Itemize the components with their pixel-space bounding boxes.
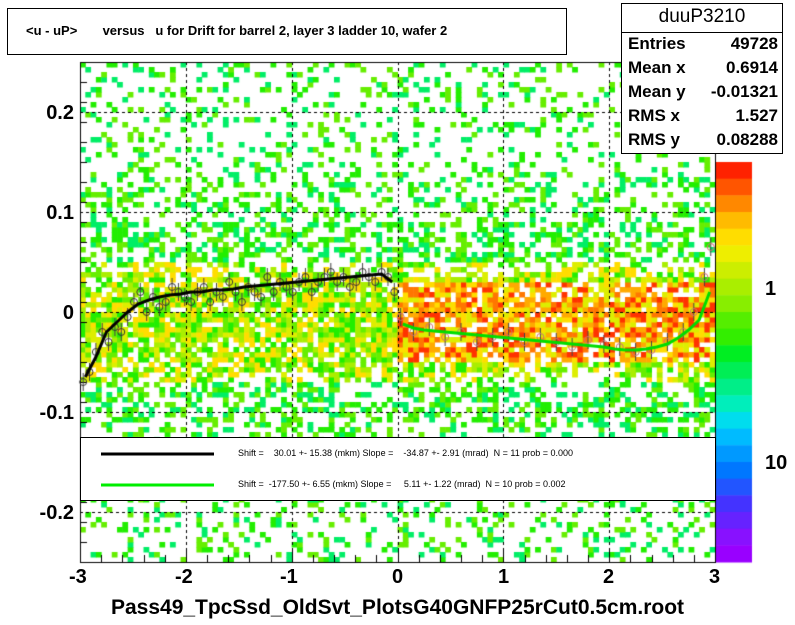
stats-value: 49728 <box>730 34 778 53</box>
stats-label: RMS x <box>628 106 680 125</box>
y-tick-label: 0.1 <box>46 202 74 224</box>
x-tick-label: -3 <box>69 566 87 588</box>
x-axis-title: Pass49_TpcSsd_OldSvt_PlotsG40GNFP25rCut0… <box>110 596 685 619</box>
stats-value: 0.6914 <box>726 58 778 77</box>
stats-histogram-name: duuP3210 <box>658 6 746 27</box>
legend-lines <box>101 452 214 487</box>
stats-box: duuP3210 Entries 49728 Mean x 0.6914 Mea… <box>621 3 783 154</box>
y-tick-label: -0.1 <box>39 402 74 424</box>
legend-box: Shift = 30.01 +- 15.38 (mkm) Slope = -34… <box>80 437 716 501</box>
stats-label: Mean y <box>628 82 686 101</box>
y-tick-label: -0.2 <box>39 502 74 524</box>
legend-entry-green-fit: Shift = -177.50 +- 6.55 (mkm) Slope = 5.… <box>238 479 566 489</box>
stats-value: 0.08288 <box>716 130 778 149</box>
stats-label: Entries <box>628 34 686 53</box>
stats-label: Mean x <box>628 58 686 77</box>
stats-separator <box>622 32 782 33</box>
z-tick-label: 10 <box>765 452 788 474</box>
z-tick-label: 1 <box>765 278 777 300</box>
x-tick-label: -2 <box>175 566 193 588</box>
stats-row-mean-x: Mean x 0.6914 <box>628 58 778 82</box>
stats-row-mean-y: Mean y -0.01321 <box>628 82 778 106</box>
x-tick-label: 0 <box>392 566 404 588</box>
stats-row-rms-x: RMS x 1.527 <box>628 106 778 130</box>
stats-row-rms-y: RMS y 0.08288 <box>628 130 778 154</box>
stats-label: RMS y <box>628 130 680 149</box>
x-tick-label: 3 <box>709 566 721 588</box>
title-box: <u - uP> versus u for Drift for barrel 2… <box>7 8 567 55</box>
x-tick-label: -1 <box>280 566 298 588</box>
legend-entry-black-fit: Shift = 30.01 +- 15.38 (mkm) Slope = -34… <box>238 448 574 458</box>
y-tick-label: 0 <box>62 302 74 324</box>
stats-value: -0.01321 <box>710 82 778 101</box>
plot-title: <u - uP> versus u for Drift for barrel 2… <box>26 23 448 38</box>
stats-value: 1.527 <box>735 106 778 125</box>
stats-row-entries: Entries 49728 <box>628 34 778 58</box>
x-tick-label: 2 <box>603 566 615 588</box>
x-tick-label: 1 <box>498 566 510 588</box>
y-tick-label: 0.2 <box>46 102 74 124</box>
